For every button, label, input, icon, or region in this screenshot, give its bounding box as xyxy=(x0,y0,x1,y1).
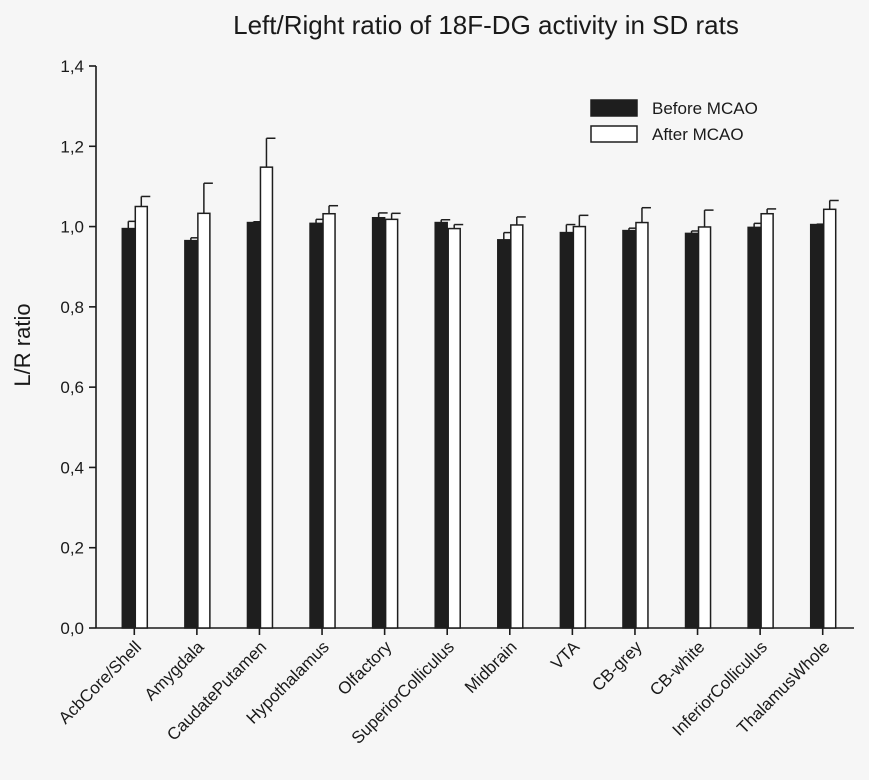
x-tick-label: Midbrain xyxy=(461,637,521,697)
bar-series-1 xyxy=(497,239,511,629)
x-tick-label: CB-white xyxy=(646,637,708,699)
legend-label: After MCAO xyxy=(652,125,744,144)
chart-title: Left/Right ratio of 18F-DG activity in S… xyxy=(233,10,739,40)
bar-series-1 xyxy=(747,226,761,629)
bar-series-1 xyxy=(121,227,136,629)
x-tick-label: CB-grey xyxy=(588,637,646,695)
bar-series-1 xyxy=(434,221,448,629)
bar-series-1 xyxy=(309,222,323,629)
y-tick-label: 1,4 xyxy=(60,57,84,76)
bar-series-2 xyxy=(447,227,461,629)
y-tick-label: 0,6 xyxy=(60,378,84,397)
bar-series-1 xyxy=(371,216,386,629)
y-axis-label: L/R ratio xyxy=(10,303,35,386)
bar-series-2 xyxy=(760,212,774,629)
x-axis: AcbCore/ShellAmygdalaCaudatePutamenHypot… xyxy=(55,627,854,748)
y-tick-label: 0,8 xyxy=(60,298,84,317)
y-tick-label: 0,0 xyxy=(60,619,84,638)
bar-series-2 xyxy=(384,218,399,629)
bar-series-1 xyxy=(684,232,699,629)
legend-swatch xyxy=(590,125,638,143)
bar-series-2 xyxy=(322,212,336,629)
bar-series-2 xyxy=(822,208,837,629)
bar-series-2 xyxy=(635,221,649,629)
x-tick-label: Olfactory xyxy=(334,637,396,699)
x-tick-label: Amygdala xyxy=(141,637,208,704)
x-tick-label: VTA xyxy=(547,637,583,673)
bar-series-1 xyxy=(184,239,198,629)
y-tick-label: 1,2 xyxy=(60,137,84,156)
y-tick-label: 1,0 xyxy=(60,218,84,237)
bar-series-2 xyxy=(510,224,524,629)
bar-series-2 xyxy=(697,226,712,629)
legend-label: Before MCAO xyxy=(652,99,758,118)
bar-series-2 xyxy=(197,212,211,629)
bar-series-2 xyxy=(259,166,274,629)
y-tick-label: 0,4 xyxy=(60,458,84,477)
bar-series-2 xyxy=(134,205,149,629)
legend-swatch xyxy=(590,99,638,117)
y-axis: 0,0 0,2 0,4 0,6 0,8 1,0 1,2 1,4 xyxy=(60,57,97,638)
x-tick-label: AcbCore/Shell xyxy=(55,637,145,727)
bar-series-2 xyxy=(572,225,587,629)
legend: Before MCAO After MCAO xyxy=(590,99,758,144)
bar-series-1 xyxy=(559,231,574,629)
bar-series-1 xyxy=(622,229,636,629)
y-tick-label: 0,2 xyxy=(60,539,84,558)
bar-series-1 xyxy=(809,223,824,629)
bars-group xyxy=(121,137,839,629)
bar-series-1 xyxy=(246,221,261,629)
